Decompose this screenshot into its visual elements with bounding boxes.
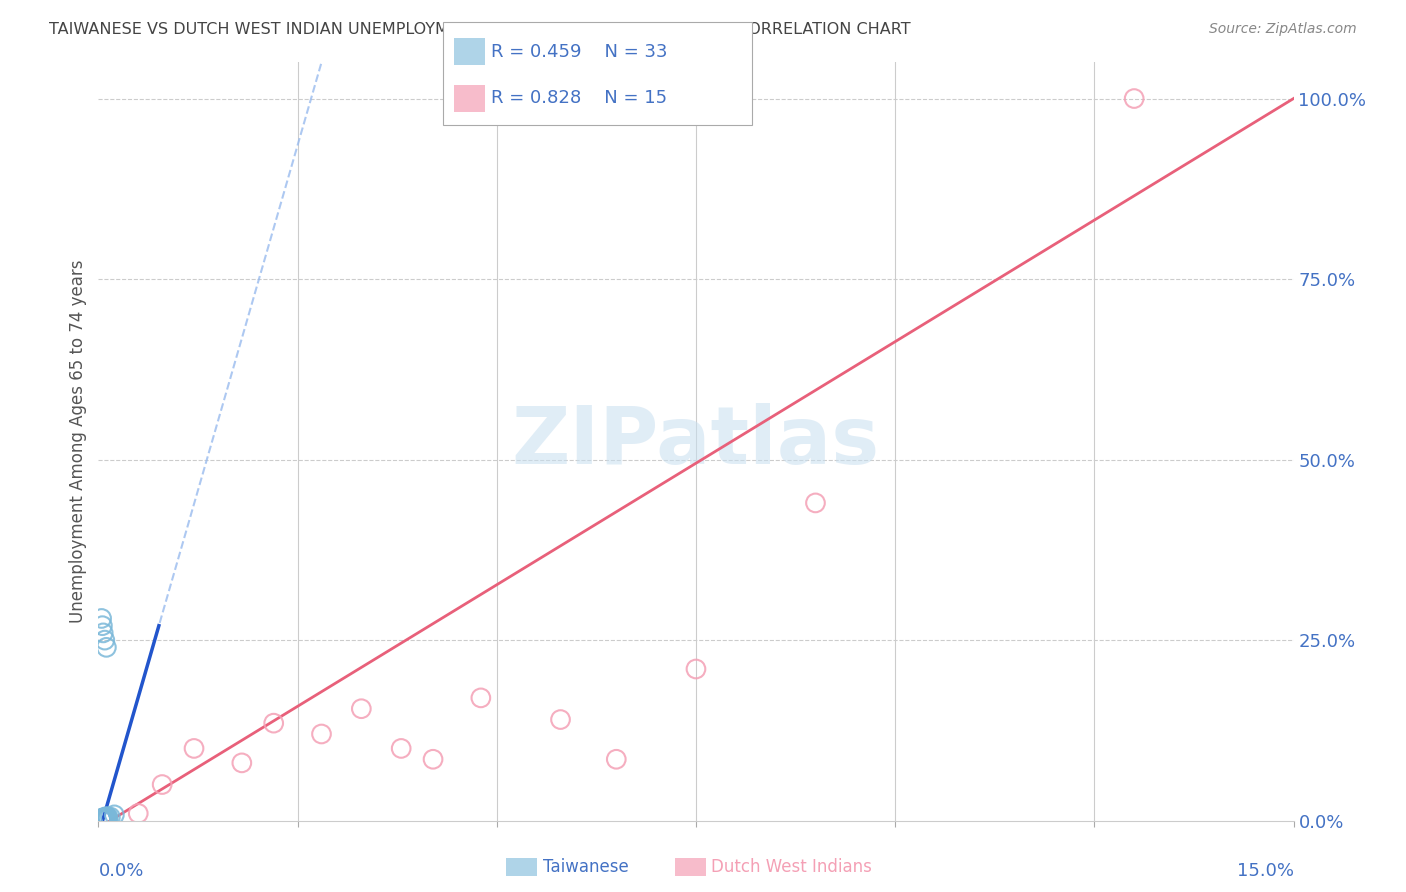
Point (311, 727, 333, 741)
Point (389, 741, 412, 756)
Text: 0.0%: 0.0% (98, 863, 143, 880)
Point (94, 812, 117, 826)
Point (263, 716, 285, 731)
Text: 15.0%: 15.0% (1236, 863, 1294, 880)
Text: Source: ZipAtlas.com: Source: ZipAtlas.com (1209, 22, 1357, 37)
Point (96, 811, 118, 825)
Point (685, 662, 707, 676)
Point (91, 626, 114, 640)
Point (96, 810, 118, 824)
Point (350, 702, 373, 716)
Point (94, 810, 117, 824)
Point (103, 808, 125, 822)
Point (231, 756, 253, 770)
Point (90, 812, 112, 826)
Point (94, 811, 117, 825)
Point (96, 810, 118, 824)
Point (94, 812, 117, 826)
Point (91, 618, 114, 632)
Point (127, 806, 149, 821)
Point (91, 812, 114, 826)
Point (98, 810, 122, 824)
Point (470, 690, 492, 705)
Text: Dutch West Indians: Dutch West Indians (711, 858, 872, 876)
Point (804, 496, 827, 510)
Point (90, 611, 112, 625)
Point (605, 752, 627, 766)
Point (422, 752, 444, 766)
Point (91, 812, 114, 826)
Point (91, 812, 114, 826)
Point (96, 640, 118, 655)
Y-axis label: Unemployment Among Ages 65 to 74 years: Unemployment Among Ages 65 to 74 years (69, 260, 87, 624)
Point (1123, 91, 1146, 105)
Point (90, 812, 112, 826)
Point (90, 812, 112, 826)
Text: R = 0.828    N = 15: R = 0.828 N = 15 (491, 89, 666, 107)
Point (150, 778, 173, 792)
Point (97, 812, 120, 826)
Point (94, 811, 117, 825)
Point (97, 810, 120, 824)
Point (96, 811, 118, 825)
Point (91, 812, 114, 826)
Point (96, 811, 118, 825)
Point (94, 811, 117, 825)
Text: ZIPatlas: ZIPatlas (512, 402, 880, 481)
Text: R = 0.459    N = 33: R = 0.459 N = 33 (491, 43, 668, 61)
Point (90, 812, 112, 826)
Point (91, 812, 114, 826)
Point (183, 741, 205, 756)
Point (550, 713, 572, 727)
Point (90, 812, 112, 826)
Text: TAIWANESE VS DUTCH WEST INDIAN UNEMPLOYMENT AMONG AGES 65 TO 74 YEARS CORRELATIO: TAIWANESE VS DUTCH WEST INDIAN UNEMPLOYM… (49, 22, 911, 37)
Text: Taiwanese: Taiwanese (543, 858, 628, 876)
Point (91, 812, 114, 826)
Point (94, 633, 117, 648)
Point (91, 812, 114, 826)
Point (96, 810, 118, 824)
